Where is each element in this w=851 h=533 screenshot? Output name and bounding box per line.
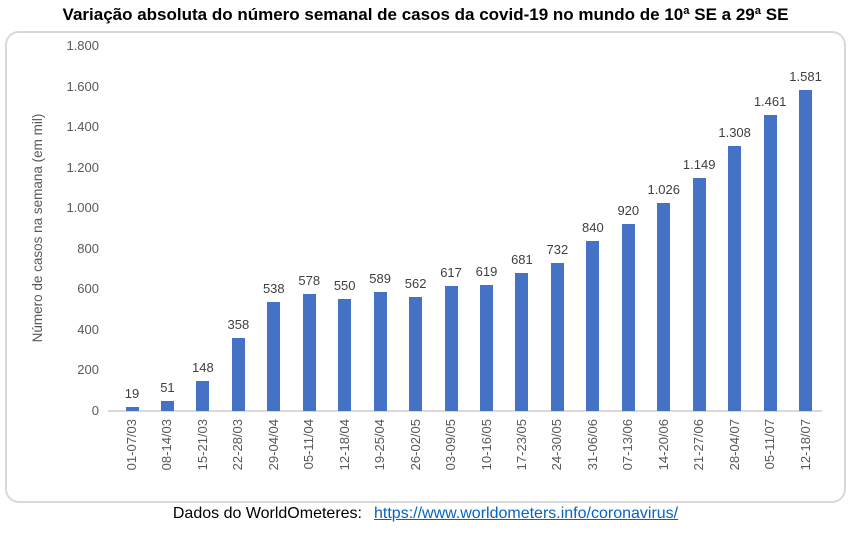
bar-value-label: 920 <box>617 203 640 219</box>
x-tick-label: 14-20/06 <box>655 419 671 471</box>
bar-value-label: 148 <box>192 359 214 375</box>
bar <box>373 291 387 411</box>
bar-value-label: 550 <box>333 278 356 294</box>
x-tick-label: 12-18/07 <box>797 419 813 471</box>
bar <box>657 202 671 411</box>
bar-value-label: 681 <box>511 251 533 267</box>
y-tick-label: 0 <box>91 403 99 418</box>
bar <box>763 114 777 411</box>
bar <box>267 301 281 411</box>
x-tick-label: 03-09/05 <box>443 419 459 471</box>
x-tick-label: 17-23/05 <box>513 419 529 471</box>
x-tick-label: 19-25/04 <box>372 419 388 471</box>
bar <box>444 285 458 411</box>
x-tick-label: 05-11/04 <box>301 419 317 470</box>
bar-value-label: 1.308 <box>718 124 751 140</box>
bar <box>586 240 600 411</box>
y-tick-label: 200 <box>77 362 99 378</box>
x-tick-label: 22-28/03 <box>230 419 246 471</box>
bar-value-label: 840 <box>581 219 604 235</box>
bar-value-label: 617 <box>440 264 462 280</box>
source-label: Dados do WorldOmeteres: <box>172 505 362 522</box>
bar <box>302 293 316 411</box>
x-tick-label: 12-18/04 <box>336 419 352 471</box>
y-tick-label: 1.200 <box>66 159 99 175</box>
bar-value-label: 19 <box>124 386 140 402</box>
bar-value-label: 1.149 <box>682 157 716 172</box>
bar-value-label: 1.581 <box>789 69 822 85</box>
bar <box>231 338 245 411</box>
bar <box>621 224 635 411</box>
y-tick-label: 600 <box>77 281 99 297</box>
bar-value-label: 619 <box>475 264 498 280</box>
bar-value-label: 1.461 <box>753 93 787 109</box>
source-caption: Dados do WorldOmeteres: https://www.world… <box>0 505 851 523</box>
bar <box>550 262 564 411</box>
y-tick-label: 1.400 <box>66 119 99 135</box>
bar-value-label: 1.026 <box>647 181 681 197</box>
plot-area-border <box>5 31 846 503</box>
bar-value-label: 578 <box>298 272 321 288</box>
source-link[interactable]: https://www.worldometers.info/coronaviru… <box>374 505 679 522</box>
x-tick-label: 15-21/03 <box>194 419 210 471</box>
x-tick-label: 31-06/06 <box>584 419 600 471</box>
x-tick-label: 01-07/03 <box>124 419 139 471</box>
bar <box>728 145 742 411</box>
bar-value-label: 358 <box>227 317 250 333</box>
bar <box>338 299 352 411</box>
y-tick-label: 1.800 <box>66 38 99 53</box>
bar <box>799 90 813 411</box>
x-tick-label: 28-04/07 <box>726 419 742 471</box>
x-axis-line <box>108 410 822 412</box>
bar <box>160 400 174 411</box>
y-tick-label: 400 <box>77 321 99 337</box>
x-tick-label: 21-27/06 <box>691 419 707 471</box>
x-tick-label: 29-04/04 <box>265 419 281 471</box>
y-tick-label: 1.000 <box>66 200 99 216</box>
bar <box>692 178 706 411</box>
bar <box>125 407 139 411</box>
bar <box>515 272 529 411</box>
bar-value-label: 732 <box>546 241 569 257</box>
x-tick-label: 24-30/05 <box>549 419 565 471</box>
x-tick-label: 26-02/05 <box>407 419 423 471</box>
chart-title: Variação absoluta do número semanal de c… <box>62 5 789 24</box>
x-tick-label: 08-14/03 <box>159 419 175 471</box>
y-axis-title: Número de casos na semana (em mil) <box>30 113 45 343</box>
bar-value-label: 51 <box>160 379 175 395</box>
x-tick-label: 10-16/05 <box>478 419 494 471</box>
y-tick-label: 800 <box>77 240 99 256</box>
x-tick-label: 05-11/07 <box>762 419 778 470</box>
bar <box>196 380 210 411</box>
bar-value-label: 589 <box>369 270 391 286</box>
bar-value-label: 562 <box>404 276 427 292</box>
bar-value-label: 538 <box>262 280 285 296</box>
x-tick-label: 07-13/06 <box>620 419 636 471</box>
bar <box>409 297 423 411</box>
y-tick-label: 1.600 <box>66 78 99 94</box>
bar <box>480 285 493 411</box>
